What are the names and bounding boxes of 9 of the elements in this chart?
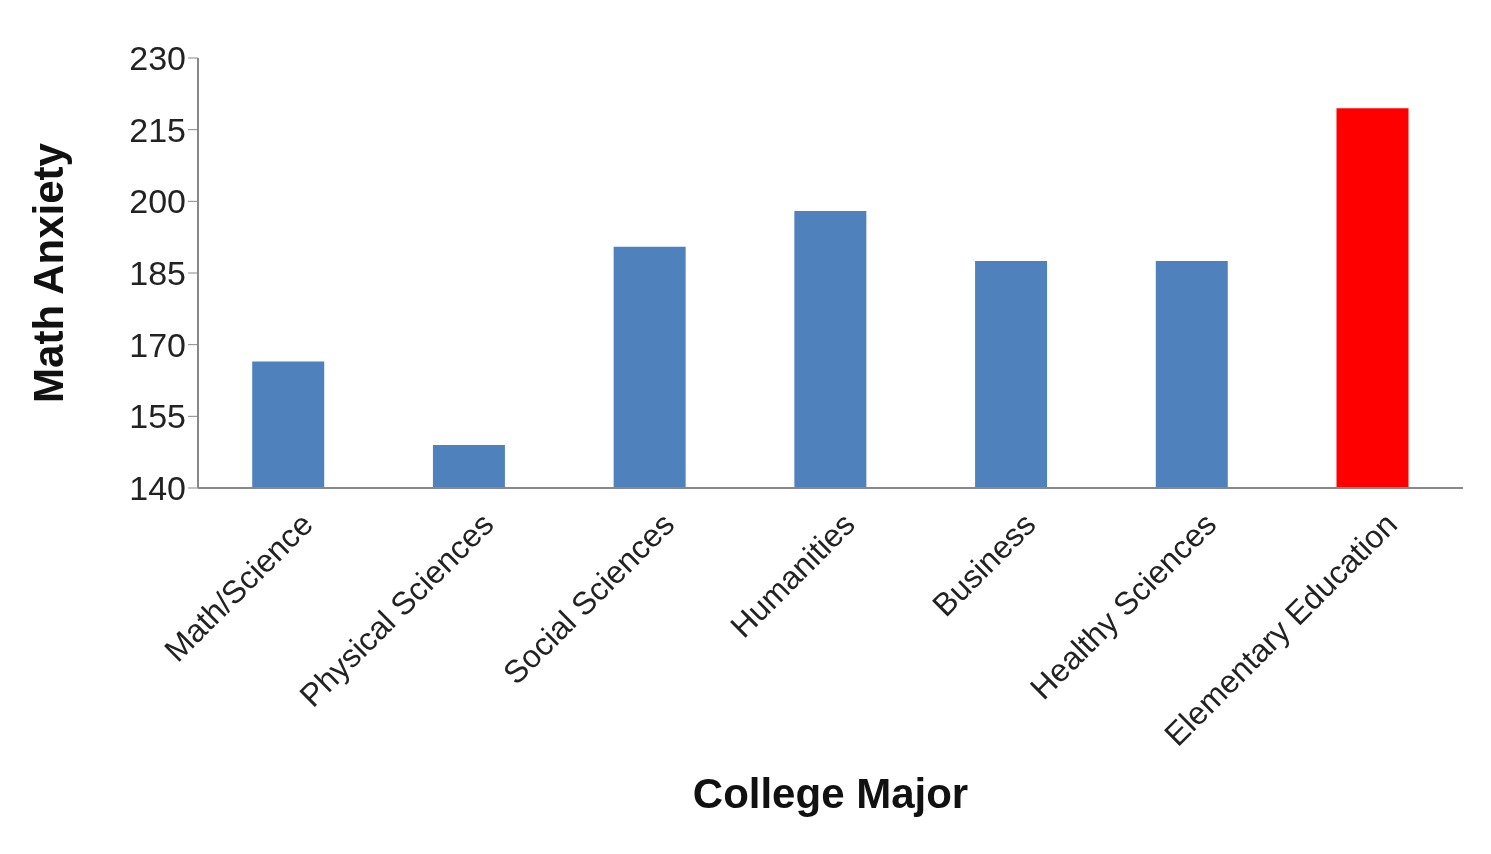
y-tick-label: 215 [129, 110, 186, 149]
x-axis-title: College Major [692, 770, 969, 817]
y-tick-label: 230 [129, 39, 186, 78]
y-axis-title: Math Anxiety [24, 142, 72, 403]
y-tick-label: 170 [129, 325, 186, 364]
y-tick-label: 200 [129, 182, 186, 221]
y-tick-label: 185 [129, 254, 186, 293]
y-tick-label: 155 [129, 397, 186, 436]
y-tick-label: 140 [129, 469, 186, 508]
